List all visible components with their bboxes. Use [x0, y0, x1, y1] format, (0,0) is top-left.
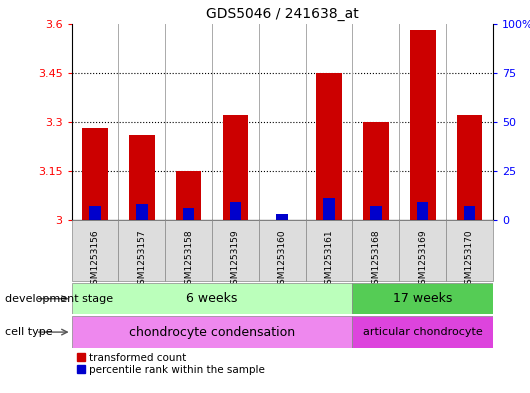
Bar: [82, 129, 108, 220]
Text: GSM1253160: GSM1253160: [278, 229, 287, 290]
Bar: [410, 30, 436, 220]
Text: 6 weeks: 6 weeks: [187, 292, 237, 305]
Bar: [417, 202, 428, 220]
FancyBboxPatch shape: [165, 220, 212, 281]
Text: GSM1253170: GSM1253170: [465, 229, 474, 290]
FancyBboxPatch shape: [446, 220, 493, 281]
Text: GSM1253159: GSM1253159: [231, 229, 240, 290]
Text: GSM1253158: GSM1253158: [184, 229, 193, 290]
Text: GSM1253169: GSM1253169: [418, 229, 427, 290]
Text: GSM1253161: GSM1253161: [324, 229, 333, 290]
FancyBboxPatch shape: [72, 220, 118, 281]
Bar: [363, 122, 388, 220]
FancyBboxPatch shape: [212, 220, 259, 281]
Text: GSM1253157: GSM1253157: [137, 229, 146, 290]
FancyBboxPatch shape: [72, 316, 352, 348]
FancyBboxPatch shape: [306, 220, 352, 281]
Text: development stage: development stage: [5, 294, 113, 304]
Bar: [183, 208, 195, 220]
Bar: [277, 214, 288, 220]
FancyBboxPatch shape: [259, 220, 306, 281]
Bar: [323, 198, 335, 220]
Bar: [370, 206, 382, 220]
Text: 17 weeks: 17 weeks: [393, 292, 453, 305]
Text: articular chondrocyte: articular chondrocyte: [363, 327, 482, 337]
Bar: [136, 204, 147, 220]
Bar: [229, 202, 241, 220]
Bar: [89, 206, 101, 220]
FancyBboxPatch shape: [352, 220, 399, 281]
Text: cell type: cell type: [5, 327, 53, 337]
Bar: [316, 73, 342, 220]
Text: GSM1253168: GSM1253168: [372, 229, 381, 290]
Legend: transformed count, percentile rank within the sample: transformed count, percentile rank withi…: [77, 353, 265, 375]
Text: chondrocyte condensation: chondrocyte condensation: [129, 325, 295, 339]
FancyBboxPatch shape: [118, 220, 165, 281]
Bar: [176, 171, 201, 220]
Bar: [223, 115, 248, 220]
Bar: [457, 115, 482, 220]
Text: GSM1253156: GSM1253156: [91, 229, 100, 290]
Bar: [464, 206, 475, 220]
FancyBboxPatch shape: [352, 316, 493, 348]
Bar: [129, 135, 155, 220]
FancyBboxPatch shape: [399, 220, 446, 281]
Title: GDS5046 / 241638_at: GDS5046 / 241638_at: [206, 7, 359, 21]
FancyBboxPatch shape: [72, 283, 352, 314]
FancyBboxPatch shape: [352, 283, 493, 314]
